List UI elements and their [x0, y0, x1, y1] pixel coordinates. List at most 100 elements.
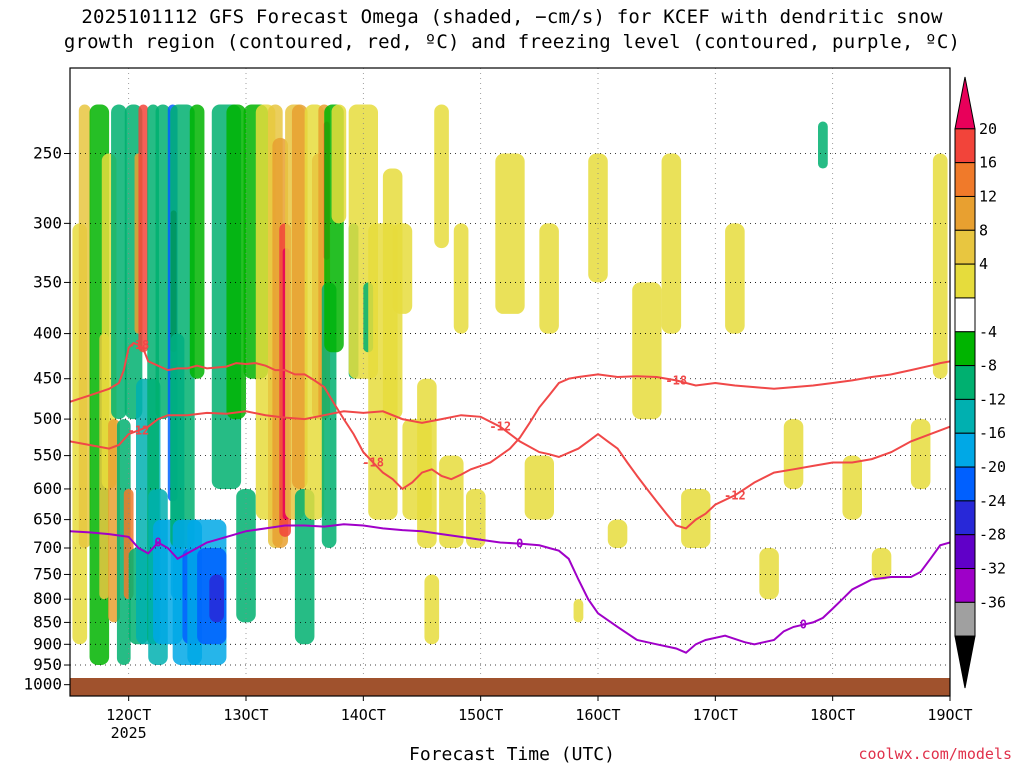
colorbar-label: -16 [979, 424, 1006, 442]
x-tick-label: 19OCT [927, 706, 972, 724]
omega-shaded-field [72, 104, 948, 666]
colorbar-label: 20 [979, 120, 997, 138]
contour-label: 0 [516, 537, 523, 551]
omega-shade-cell [910, 419, 931, 489]
y-tick-label: 950 [33, 655, 62, 674]
omega-shade-cell [495, 153, 525, 314]
omega-shade-cell [439, 455, 464, 549]
omega-shade-cell [842, 455, 862, 520]
colorbar-label: -36 [979, 593, 1006, 611]
omega-shade-cell [632, 282, 662, 420]
omega-shade-cell [111, 104, 127, 420]
x-tick-label: 15OCT [458, 706, 503, 724]
colorbar-cell [954, 466, 976, 502]
y-tick-label: 700 [33, 538, 62, 557]
x-axis-title: Forecast Time (UTC) [409, 744, 615, 765]
omega-shade-cell [783, 419, 804, 489]
colorbar-cell [954, 195, 976, 231]
colorbar-cell [954, 398, 976, 434]
y-tick-label: 550 [33, 446, 62, 465]
y-tick-label: 500 [33, 409, 62, 428]
omega-shade-cell [170, 104, 195, 549]
omega-shade-cell [155, 104, 171, 420]
x-axis-year-label: 2025 [111, 724, 147, 742]
contour-label: -18 [665, 373, 687, 387]
omega-shade-cell [932, 153, 948, 379]
colorbar: 20 16 12 8 4 -4 -8 -12 -16 -20 -24 -28 -32 -36 [954, 76, 1006, 689]
x-tick-label: 13OCT [223, 706, 268, 724]
colorbar-cell [954, 568, 976, 603]
y-tick-label: 850 [33, 612, 62, 631]
colorbar-cell [954, 263, 976, 299]
omega-shade-cell [818, 121, 828, 169]
omega-shade-cell [524, 455, 554, 520]
chart-title-line-2: growth region (contoured, red, ºC) and f… [63, 31, 961, 53]
omega-shade-cell [189, 104, 205, 379]
colorbar-cell [954, 534, 976, 570]
chart-title-line-1: 2025101112 GFS Forecast Omega (shaded, −… [81, 6, 943, 28]
colorbar-cell [954, 432, 976, 468]
colorbar-cell [954, 601, 976, 637]
contour-label: -12 [724, 488, 746, 502]
y-axis: 250 300 350 400 450 500 550 600 650 700 750 800 850 9… [23, 143, 70, 694]
colorbar-cell [954, 331, 976, 367]
colorbar-label: 16 [979, 154, 997, 172]
omega-shade-cell [417, 378, 437, 549]
colorbar-label: 8 [979, 221, 988, 239]
omega-shade-cell [453, 223, 469, 334]
colorbar-label: -20 [979, 458, 1006, 476]
colorbar-label: 12 [979, 187, 997, 205]
colorbar-label: -4 [979, 323, 997, 341]
contour-label: 0 [154, 535, 161, 549]
omega-shade-cell [291, 104, 308, 489]
omega-shade-cell [661, 153, 682, 334]
contour-label: -12 [128, 423, 150, 437]
colorbar-label: -28 [979, 526, 1006, 544]
colorbar-cell [954, 500, 976, 536]
credit-link[interactable]: coolwx.com/models [858, 745, 1012, 763]
y-tick-label: 750 [33, 564, 62, 583]
contour-label: -18 [362, 456, 384, 470]
omega-shade-cell [331, 104, 347, 224]
omega-shade-cell [759, 548, 779, 600]
x-tick-label: 16OCT [575, 706, 620, 724]
y-tick-label: 900 [33, 634, 62, 653]
contour-label: 0 [800, 618, 807, 632]
dendritic-contour-line [70, 341, 950, 491]
x-axis: 12OCT 13OCT 14OCT 15OCT 16OCT 17OCT 18OCT 19OCT… [106, 696, 973, 742]
y-tick-label: 600 [33, 479, 62, 498]
y-tick-label: 350 [33, 272, 62, 291]
colorbar-label: -8 [979, 357, 997, 375]
plot-frame [69, 67, 951, 697]
omega-shade-cell [236, 488, 256, 623]
colorbar-cell [954, 162, 976, 197]
colorbar-label: -32 [979, 560, 1006, 578]
y-tick-label: 800 [33, 589, 62, 608]
x-tick-label: 17OCT [693, 706, 738, 724]
colorbar-cell [954, 297, 976, 333]
omega-shade-cell [725, 223, 745, 334]
colorbar-cell [954, 229, 976, 265]
omega-shade-cell [607, 519, 628, 549]
contour-layer: -18 -18 -18 -12 -12 -12 0 0 0 [70, 338, 950, 654]
omega-shade-cell [588, 153, 608, 283]
omega-shade-cell [138, 104, 149, 353]
colorbar-cell [954, 635, 976, 689]
x-tick-label: 12OCT [106, 706, 151, 724]
colorbar-label: 4 [979, 255, 988, 273]
y-tick-label: 300 [33, 213, 62, 232]
colorbar-label: -24 [979, 492, 1006, 510]
y-tick-label: 650 [33, 510, 62, 529]
omega-shade-cell [226, 104, 246, 420]
y-tick-label: 250 [33, 143, 62, 162]
omega-shade-cell [78, 104, 91, 549]
ground-band [70, 678, 950, 696]
freezing-level-contour-line [70, 523, 950, 654]
colorbar-cell [954, 365, 976, 400]
dendritic-contour-line [70, 410, 950, 530]
omega-shade-cell [424, 574, 440, 645]
colorbar-cell [954, 76, 976, 130]
omega-shade-cell [539, 223, 559, 334]
contour-label: -12 [489, 420, 511, 434]
